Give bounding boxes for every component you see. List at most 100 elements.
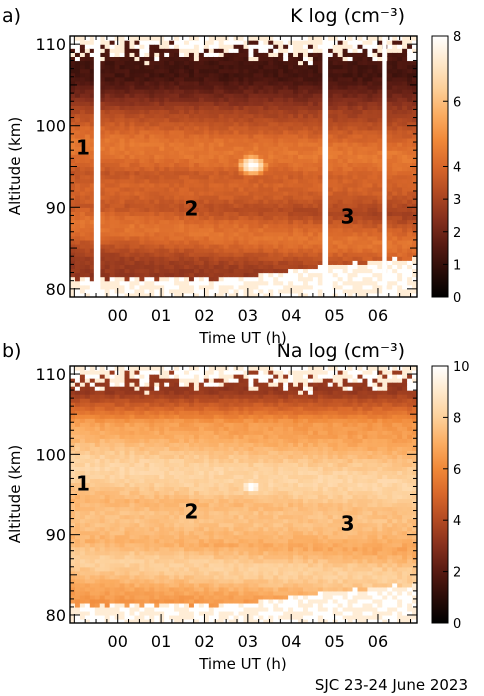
heatmap-cell bbox=[312, 272, 319, 278]
heatmap-cell bbox=[402, 207, 408, 212]
heatmap-cell bbox=[198, 109, 205, 115]
heatmap-cell bbox=[387, 288, 393, 294]
heatmap-cell bbox=[342, 150, 349, 155]
heatmap-cell bbox=[139, 178, 145, 184]
heatmap-cell bbox=[89, 121, 96, 127]
heatmap-cell bbox=[283, 154, 289, 159]
heatmap-cell bbox=[337, 121, 344, 127]
heatmap-cell bbox=[104, 199, 111, 204]
heatmap-cell bbox=[94, 546, 101, 552]
heatmap-cell bbox=[144, 113, 150, 119]
heatmap-cell bbox=[248, 48, 255, 53]
heatmap-cell bbox=[114, 268, 121, 274]
heatmap-cell bbox=[362, 142, 369, 147]
heatmap-cell bbox=[203, 292, 210, 297]
heatmap-cell bbox=[114, 211, 121, 217]
heatmap-cell bbox=[79, 558, 86, 564]
heatmap-cell bbox=[89, 370, 96, 375]
heatmap-cell bbox=[114, 137, 121, 143]
heatmap-cell bbox=[268, 117, 274, 123]
heatmap-cell bbox=[114, 44, 121, 49]
heatmap-cell bbox=[342, 248, 349, 253]
heatmap-cell bbox=[332, 170, 339, 176]
heatmap-cell bbox=[174, 195, 180, 200]
heatmap-cell bbox=[84, 231, 91, 237]
heatmap-cell bbox=[302, 84, 309, 90]
heatmap-cell bbox=[70, 430, 76, 435]
heatmap-cell bbox=[89, 570, 96, 576]
heatmap-cell bbox=[99, 252, 106, 257]
heatmap-cell bbox=[74, 207, 81, 212]
heatmap-cell bbox=[203, 239, 210, 245]
heatmap-cell bbox=[278, 97, 284, 102]
heatmap-cell bbox=[144, 182, 150, 188]
heatmap-cell bbox=[223, 142, 230, 147]
heatmap-cell bbox=[193, 195, 200, 200]
heatmap-cell bbox=[213, 125, 220, 131]
heatmap-cell bbox=[70, 36, 76, 41]
heatmap-cell bbox=[203, 76, 210, 82]
heatmap-cell bbox=[278, 190, 284, 196]
heatmap-cell bbox=[263, 72, 269, 78]
heatmap-cell bbox=[347, 146, 354, 151]
heatmap-cell bbox=[367, 150, 373, 155]
heatmap-cell bbox=[203, 80, 210, 86]
heatmap-cell bbox=[193, 93, 200, 98]
heatmap-cell bbox=[372, 150, 378, 155]
heatmap-cell bbox=[412, 227, 417, 233]
heatmap-cell bbox=[293, 268, 299, 274]
heatmap-cell bbox=[114, 207, 121, 212]
heatmap-cell bbox=[407, 174, 413, 180]
heatmap-cell bbox=[337, 158, 344, 164]
heatmap-cell bbox=[218, 36, 225, 41]
heatmap-cell bbox=[372, 84, 378, 90]
heatmap-cell bbox=[268, 211, 274, 217]
heatmap-cell bbox=[198, 272, 205, 278]
heatmap-cell bbox=[198, 162, 205, 168]
heatmap-cell bbox=[407, 292, 413, 297]
heatmap-cell bbox=[293, 280, 299, 286]
heatmap-cell bbox=[74, 64, 81, 70]
heatmap-cell bbox=[327, 125, 334, 131]
heatmap-cell bbox=[70, 227, 76, 233]
heatmap-cell bbox=[288, 252, 294, 257]
heatmap-cell bbox=[362, 48, 369, 53]
heatmap-cell bbox=[248, 219, 255, 225]
heatmap-cell bbox=[412, 195, 417, 200]
heatmap-cell bbox=[278, 113, 284, 119]
heatmap-cell bbox=[99, 276, 106, 282]
heatmap-cell bbox=[248, 137, 255, 143]
heatmap-cell bbox=[139, 52, 145, 57]
heatmap-cell bbox=[278, 80, 284, 86]
heatmap-cell bbox=[268, 272, 274, 278]
heatmap-cell bbox=[74, 182, 81, 188]
heatmap-cell bbox=[412, 207, 417, 212]
heatmap-cell bbox=[129, 260, 136, 265]
heatmap-cell bbox=[243, 97, 250, 102]
heatmap-cell bbox=[372, 223, 378, 229]
heatmap-cell bbox=[188, 166, 195, 172]
heatmap-cell bbox=[89, 72, 96, 78]
heatmap-cell bbox=[84, 410, 91, 415]
heatmap-cell bbox=[213, 72, 220, 78]
heatmap-cell bbox=[74, 598, 81, 604]
heatmap-cell bbox=[248, 174, 255, 180]
heatmap-cell bbox=[74, 158, 81, 164]
heatmap-cell bbox=[70, 117, 76, 123]
heatmap-cell bbox=[248, 280, 255, 286]
heatmap-cell bbox=[74, 260, 81, 265]
heatmap-cell bbox=[208, 223, 215, 229]
heatmap-cell bbox=[159, 84, 165, 90]
heatmap-cell bbox=[283, 121, 289, 127]
heatmap-cell bbox=[174, 260, 180, 265]
heatmap-cell bbox=[312, 52, 319, 57]
heatmap-cell bbox=[154, 105, 160, 111]
heatmap-cell bbox=[372, 162, 378, 168]
heatmap-cell bbox=[139, 101, 145, 106]
heatmap-cell bbox=[99, 80, 106, 86]
heatmap-cell bbox=[223, 97, 230, 102]
heatmap-cell bbox=[74, 60, 81, 66]
heatmap-cell bbox=[273, 60, 279, 66]
heatmap-cell bbox=[193, 292, 200, 297]
heatmap-cell bbox=[99, 174, 106, 180]
